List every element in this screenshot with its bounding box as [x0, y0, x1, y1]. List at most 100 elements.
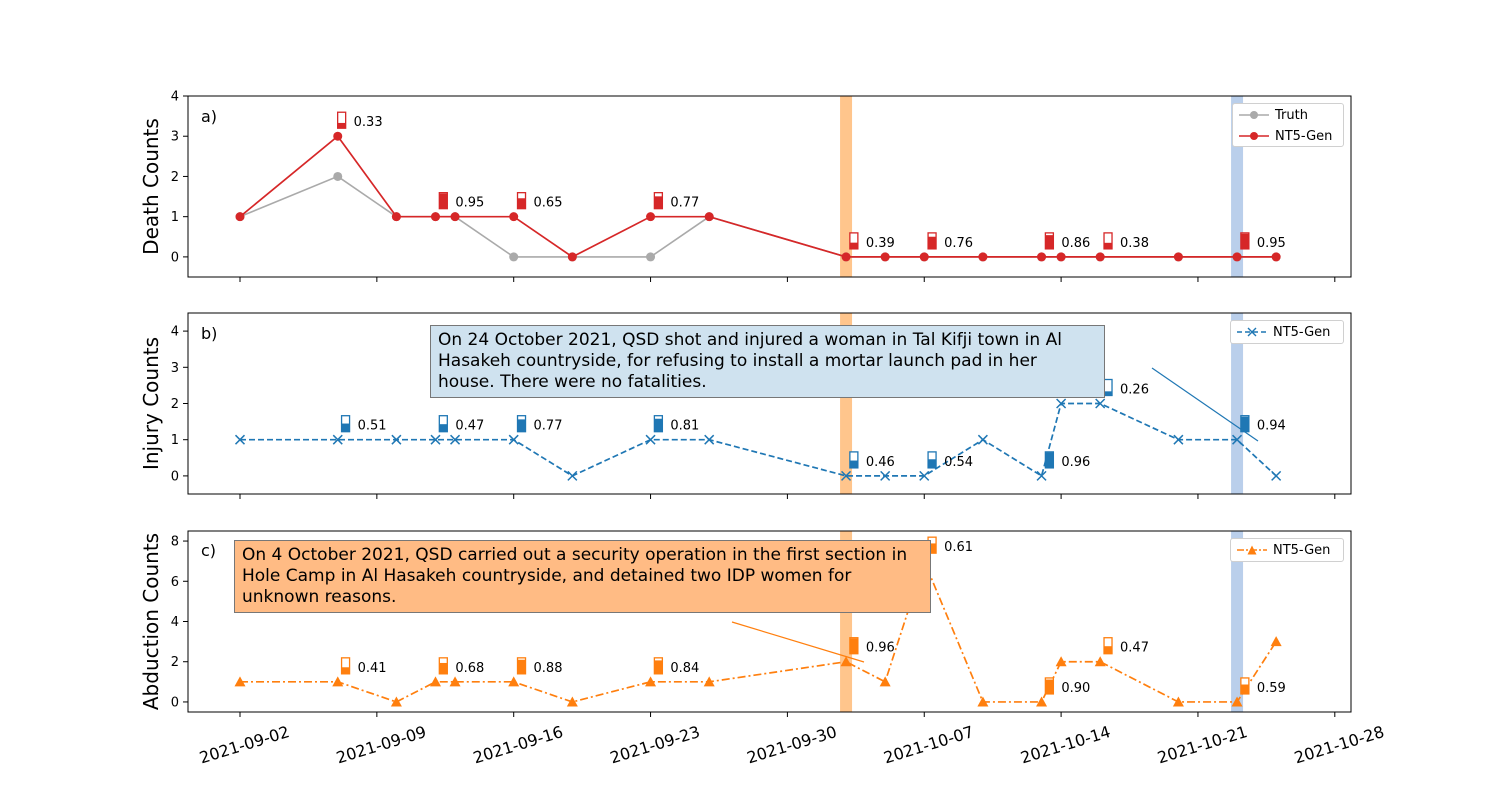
xtick-label-5: 2021-10-07: [881, 722, 975, 767]
xtick-label-6: 2021-10-14: [1018, 722, 1112, 767]
injury-nt5-point-16: [1173, 434, 1184, 445]
injury-confidence-label-6: 0.96: [1061, 455, 1090, 470]
legend-abduction-label: NT5-Gen: [1273, 542, 1331, 558]
injury-nt5-point-2: [391, 434, 402, 445]
abduction-nt5-point-13: [1036, 696, 1048, 707]
legend-death-nt5-label: NT5-Gen: [1275, 128, 1333, 144]
abduction-nt5-point-0: [234, 676, 246, 687]
injury-confidence-label-4: 0.46: [866, 455, 895, 470]
abduction-nt5-point-7: [645, 676, 657, 687]
death-nt5-point-2: [391, 212, 401, 222]
injury-panel-tag: b): [201, 324, 217, 343]
abduction-confidence-label-4: 0.96: [866, 641, 895, 656]
abduction-confidence-label-7: 0.47: [1120, 641, 1149, 656]
death-confidence-label-1: 0.95: [455, 196, 484, 211]
abduction-confidence-label-1: 0.68: [455, 661, 484, 676]
injury-nt5-point-8: [704, 434, 715, 445]
injury-confidence-fill-3: [654, 418, 663, 432]
death-confidence-label-0: 0.33: [354, 115, 383, 130]
abduction-ylabel: Abduction Counts: [139, 533, 163, 710]
legend-death-nt5-marker: [1239, 132, 1269, 140]
death-ytick-label-2: 2: [171, 170, 179, 185]
injury-confidence-fill-1: [439, 424, 448, 432]
injury-nt5-point-1: [332, 434, 343, 445]
abduction-nt5-point-12: [977, 696, 989, 707]
injury-nt5-point-0: [234, 434, 246, 445]
xtick-label-2: 2021-09-16: [471, 722, 565, 767]
abduction-confidence-label-8: 0.59: [1257, 681, 1286, 696]
injury-confidence-label-5: 0.54: [944, 455, 973, 470]
injury-nt5-point-5: [508, 434, 519, 445]
death-confidence-fill-0: [337, 122, 346, 129]
abduction-nt5-point-5: [508, 676, 520, 687]
death-nt5-point-11: [919, 252, 929, 262]
injury-confidence-label-2: 0.77: [534, 419, 563, 434]
injury-confidence-fill-2: [517, 419, 526, 432]
death-ylabel: Death Counts: [139, 118, 163, 255]
injury-confidence-fill-0: [341, 423, 350, 432]
death-confidence-label-8: 0.95: [1257, 236, 1286, 251]
death-nt5-point-17: [1232, 252, 1242, 262]
xtick-label-0: 2021-09-02: [197, 722, 291, 767]
legend-injury: NT5-Gen: [1230, 320, 1344, 344]
injury-nt5-point-13: [1036, 470, 1047, 481]
death-nt5-point-18: [1271, 252, 1281, 262]
death-nt5-point-13: [1037, 252, 1047, 262]
xtick-label-8: 2021-10-28: [1292, 722, 1386, 767]
legend-abduction-marker: [1237, 545, 1267, 555]
abduction-confidence-fill-4: [849, 638, 858, 654]
death-confidence-fill-4: [849, 242, 858, 249]
death-nt5-point-14: [1056, 252, 1066, 262]
death-nt5-point-0: [235, 212, 245, 222]
death-ytick-label-3: 3: [171, 130, 179, 145]
abduction-confidence-fill-3: [654, 660, 663, 674]
abduction-nt5-point-8: [703, 676, 715, 687]
death-confidence-label-2: 0.65: [534, 196, 563, 211]
abduction-nt5-point-15: [1094, 656, 1106, 667]
injury-confidence-label-1: 0.47: [455, 419, 484, 434]
injury-nt5-point-11: [919, 470, 930, 481]
legend-abduction: NT5-Gen: [1230, 538, 1344, 562]
injury-nt5-point-12: [977, 434, 988, 445]
injury-ytick-label-4: 4: [171, 325, 179, 340]
abduction-confidence-label-0: 0.41: [358, 661, 387, 676]
death-truth-point-1: [333, 171, 343, 181]
abduction-nt5-point-10: [879, 676, 891, 687]
abduction-ytick-label-0: 0: [171, 695, 179, 710]
death-nt5-point-16: [1173, 252, 1183, 262]
abduction-confidence-label-2: 0.88: [534, 661, 563, 676]
abduction-confidence-fill-5: [928, 543, 937, 554]
abduction-confidence-fill-1: [439, 662, 448, 674]
abduction-nt5-point-1: [332, 676, 344, 687]
injury-ytick-label-1: 1: [171, 433, 179, 448]
death-axes-frame: [187, 95, 1352, 278]
death-confidence-fill-8: [1240, 233, 1249, 249]
abduction-confidence-fill-6: [1045, 679, 1054, 694]
abduction-nt5-point-16: [1172, 696, 1184, 707]
injury-nt5-point-3: [430, 434, 441, 445]
abduction-ytick-label-6: 6: [171, 575, 179, 590]
death-truth-point-7: [646, 252, 656, 262]
legend-truth-marker: [1239, 111, 1269, 119]
abduction-ytick-label-8: 8: [171, 535, 179, 550]
injury-nt5-point-15: [1095, 398, 1106, 409]
death-ytick-label-4: 4: [171, 90, 179, 105]
abduction-panel-tag: c): [201, 541, 216, 560]
highlight-band-1-panel-2: [1231, 531, 1244, 712]
injury-nt5-point-6: [567, 470, 578, 481]
abduction-nt5-point-17: [1231, 696, 1243, 707]
injury-nt5-point-14: [1056, 398, 1067, 409]
abduction-confidence-label-6: 0.90: [1061, 681, 1090, 696]
injury-confidence-label-8: 0.94: [1257, 419, 1286, 434]
death-nt5-point-4: [450, 212, 460, 222]
abduction-nt5-point-9: [840, 656, 852, 667]
injury-ylabel: Injury Counts: [139, 337, 163, 470]
death-nt5-point-3: [431, 212, 440, 222]
highlight-band-0-panel-0: [840, 96, 853, 277]
death-confidence-fill-7: [1104, 242, 1113, 249]
injury-ytick-label-2: 2: [171, 397, 179, 412]
death-confidence-label-3: 0.77: [670, 196, 699, 211]
death-confidence-label-6: 0.86: [1061, 236, 1090, 251]
injury-confidence-fill-7: [1104, 391, 1113, 396]
legend-death: Truth NT5-Gen: [1232, 103, 1344, 147]
